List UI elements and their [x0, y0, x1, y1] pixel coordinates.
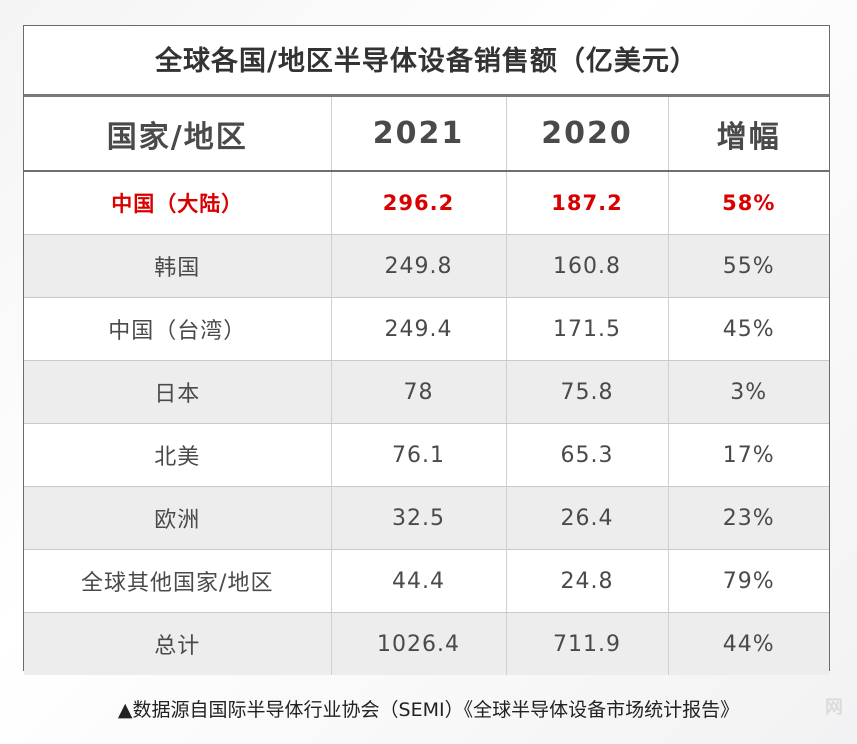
header-2021: 2021 — [330, 97, 506, 172]
cell-2021: 76.1 — [330, 423, 506, 487]
header-region: 国家/地区 — [24, 97, 331, 172]
table-row-total: 总计 1026.4 711.9 44% — [24, 612, 829, 675]
cell-growth: 45% — [667, 297, 829, 361]
cell-region: 全球其他国家/地区 — [24, 549, 331, 613]
table-row: 中国（大陆） 296.2 187.2 58% — [24, 171, 829, 235]
cell-2020: 160.8 — [505, 234, 668, 298]
cell-2021: 78 — [330, 360, 506, 424]
cell-2020: 24.8 — [505, 549, 668, 613]
cell-region: 总计 — [24, 612, 331, 675]
cell-2021: 249.4 — [330, 297, 506, 361]
cell-growth: 17% — [667, 423, 829, 487]
watermark: 网 — [825, 697, 843, 718]
cell-2021: 44.4 — [330, 549, 506, 613]
cell-growth: 23% — [667, 486, 829, 550]
cell-2020: 65.3 — [505, 423, 668, 487]
cell-region: 欧洲 — [24, 486, 331, 550]
table-row: 北美 76.1 65.3 17% — [24, 423, 829, 487]
header-row: 国家/地区 2021 2020 增幅 — [24, 97, 829, 172]
cell-2021: 32.5 — [330, 486, 506, 550]
cell-2021: 296.2 — [330, 171, 506, 235]
header-2020: 2020 — [505, 97, 668, 172]
table-row: 全球其他国家/地区 44.4 24.8 79% — [24, 549, 829, 613]
cell-2020: 171.5 — [505, 297, 668, 361]
table-title: 全球各国/地区半导体设备销售额（亿美元） — [24, 26, 829, 97]
cell-region: 北美 — [24, 423, 331, 487]
table-row: 韩国 249.8 160.8 55% — [24, 234, 829, 298]
cell-region: 中国（台湾） — [24, 297, 331, 361]
cell-growth: 55% — [667, 234, 829, 298]
table-row: 欧洲 32.5 26.4 23% — [24, 486, 829, 550]
cell-2020: 75.8 — [505, 360, 668, 424]
table-row: 日本 78 75.8 3% — [24, 360, 829, 424]
cell-growth: 79% — [667, 549, 829, 613]
cell-2020: 26.4 — [505, 486, 668, 550]
cell-2021: 249.8 — [330, 234, 506, 298]
cell-2021: 1026.4 — [330, 612, 506, 675]
cell-region: 日本 — [24, 360, 331, 424]
source-caption: ▲数据源自国际半导体行业协会（SEMI）《全球半导体设备市场统计报告》 — [117, 699, 740, 721]
cell-2020: 711.9 — [505, 612, 668, 675]
cell-region: 韩国 — [24, 234, 331, 298]
sales-table: 国家/地区 2021 2020 增幅 中国（大陆） 296.2 187.2 58… — [24, 97, 829, 675]
table-row: 中国（台湾） 249.4 171.5 45% — [24, 297, 829, 361]
cell-2020: 187.2 — [505, 171, 668, 235]
header-growth: 增幅 — [667, 97, 829, 172]
cell-growth: 44% — [667, 612, 829, 675]
sales-table-frame: 全球各国/地区半导体设备销售额（亿美元） 国家/地区 2021 2020 增幅 … — [23, 25, 830, 675]
cell-growth: 3% — [667, 360, 829, 424]
cell-growth: 58% — [667, 171, 829, 235]
cell-region: 中国（大陆） — [24, 171, 331, 235]
